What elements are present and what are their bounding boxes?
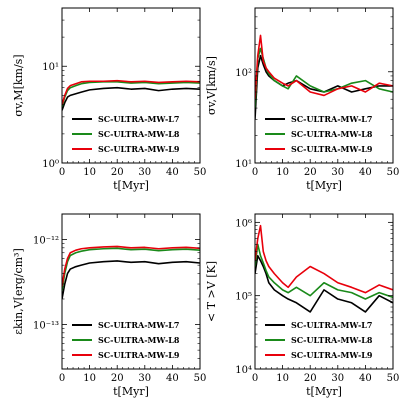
y-axis-label: εkin,V[erg/cm³] [12, 248, 25, 335]
series-line [62, 79, 200, 105]
x-tick-label: 50 [194, 167, 207, 178]
series-line [62, 86, 200, 111]
legend-label: SC-ULTRA-MW-L8 [291, 335, 373, 345]
axes-frame [254, 7, 394, 164]
x-tick-label: 0 [59, 167, 65, 178]
x-axis-label: t[Myr] [306, 385, 342, 398]
legend-label: SC-ULTRA-MW-L7 [291, 320, 372, 330]
x-tick-label: 20 [304, 373, 317, 384]
x-tick-label: 30 [331, 167, 344, 178]
x-tick-label: 10 [83, 373, 96, 384]
x-tick-label: 20 [304, 167, 317, 178]
y-axis-label: σv,M[km/s] [12, 54, 25, 116]
legend-label: SC-ULTRA-MW-L9 [291, 144, 373, 154]
panel-temp: 0 10 20 30 40 50 10⁴ 10⁵ 10⁶ t[Myr] < T >V [K] SC-U… [205, 213, 400, 398]
x-tick-label: 10 [276, 373, 289, 384]
legend-label: SC-ULTRA-MW-L9 [98, 144, 180, 154]
x-tick-label: 10 [83, 167, 96, 178]
x-axis-label: t[Myr] [113, 179, 149, 192]
y-tick-label: 10⁻¹² [33, 236, 59, 247]
panel-vmass: 0 10 20 30 40 50 10⁰ 10¹ t[Myr] σv,M[km/s] SC-ULTR… [12, 7, 207, 192]
y-axis-label: < T >V [K] [205, 261, 218, 322]
y-tick-label: 10⁻¹³ [33, 321, 59, 332]
axes-frame [61, 7, 201, 164]
series-line [62, 247, 200, 291]
x-axis-label: t[Myr] [113, 385, 149, 398]
series-line [62, 245, 200, 287]
x-tick-label: 0 [252, 167, 258, 178]
x-tick-label: 40 [166, 373, 179, 384]
panel-ekin: 0 10 20 30 40 50 10⁻¹³ 10⁻¹² t[Myr] εkin,V[erg/cm… [12, 213, 207, 398]
series-line [62, 260, 200, 300]
y-tick-label: 10¹ [235, 159, 252, 170]
series-line [255, 254, 393, 313]
legend-label: SC-ULTRA-MW-L8 [98, 129, 180, 139]
series-line [62, 81, 200, 108]
x-tick-label: 50 [387, 167, 400, 178]
x-tick-label: 40 [166, 167, 179, 178]
x-tick-label: 0 [252, 373, 258, 384]
series-line [255, 243, 393, 300]
legend-label: SC-ULTRA-MW-L7 [98, 320, 179, 330]
y-tick-label: 10⁴ [235, 365, 252, 376]
x-tick-label: 30 [138, 167, 151, 178]
x-tick-label: 50 [387, 373, 400, 384]
y-tick-label: 10⁵ [235, 292, 252, 303]
x-tick-label: 20 [111, 167, 124, 178]
legend-label: SC-ULTRA-MW-L8 [291, 129, 373, 139]
x-tick-label: 10 [276, 167, 289, 178]
y-tick-label: 10² [235, 68, 252, 79]
legend-label: SC-ULTRA-MW-L7 [98, 114, 179, 124]
y-tick-label: 10¹ [42, 62, 59, 73]
legend-label: SC-ULTRA-MW-L8 [98, 335, 180, 345]
y-tick-label: 10⁰ [42, 159, 59, 170]
x-tick-label: 30 [138, 373, 151, 384]
legend-label: SC-ULTRA-MW-L7 [291, 114, 372, 124]
legend-label: SC-ULTRA-MW-L9 [291, 350, 373, 360]
axes-frame [61, 213, 201, 370]
y-axis-label: σv,V[km/s] [205, 56, 218, 115]
axes-frame [254, 213, 394, 370]
x-axis-label: t[Myr] [306, 179, 342, 192]
x-tick-label: 30 [331, 373, 344, 384]
x-tick-label: 40 [359, 373, 372, 384]
panel-vvol: 0 10 20 30 40 50 10¹ 10² t[Myr] σv,V[km/s] SC-ULTR… [205, 7, 400, 192]
legend-label: SC-ULTRA-MW-L9 [98, 350, 180, 360]
y-tick-label: 10⁶ [235, 218, 252, 229]
series-line [255, 34, 393, 100]
x-tick-label: 50 [194, 373, 207, 384]
x-tick-label: 0 [59, 373, 65, 384]
series-line [255, 54, 393, 120]
x-tick-label: 40 [359, 167, 372, 178]
x-tick-label: 20 [111, 373, 124, 384]
series-line [255, 224, 393, 294]
